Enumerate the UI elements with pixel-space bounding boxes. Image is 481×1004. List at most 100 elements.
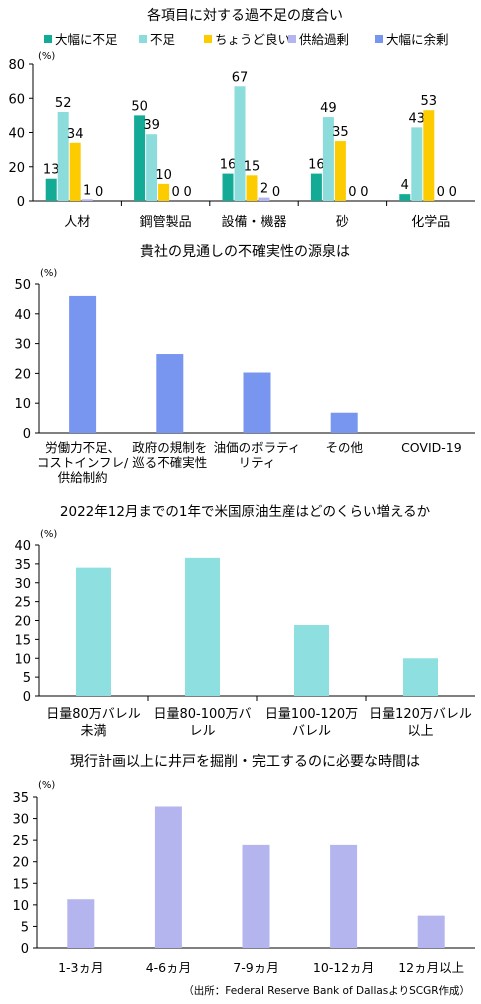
chart-2-plot: 0 10 20 30 40 50 労働力不足、コストインフレ/供給制約政府の規制を巡る不確実…	[14, 278, 475, 485]
chart-1-data-label: 16	[308, 158, 325, 173]
chart-4-y-tick-label: 20	[12, 856, 29, 871]
chart-2-category-label: 政府の規制を巡る不確実性	[132, 440, 207, 470]
chart-1-legend-label: 大幅に不足	[55, 32, 118, 47]
chart-4-y-tick-label: 25	[12, 834, 29, 849]
chart-4-bar	[154, 806, 182, 948]
chart-1-data-label: 0	[348, 185, 356, 200]
chart-3-y-tick-label: 40	[14, 539, 31, 554]
chart-2-title: 貴社の見通しの不確実性の源泉は	[140, 243, 350, 260]
chart-4-y-tick-label: 30	[12, 813, 29, 828]
chart-3-category-label: 日量80-100万バレル	[153, 707, 251, 739]
chart-4-category-label: 12ヵ月以上	[398, 960, 464, 975]
chart-1-y-tick-label: 0	[17, 195, 25, 210]
chart-1-category-label: 人材	[64, 215, 90, 230]
chart-3-category-label: 日量120万バレル以上	[369, 707, 472, 739]
chart-1-data-label: 52	[55, 96, 72, 111]
chart-1-data-label: 15	[244, 159, 261, 174]
chart-2-bar	[243, 372, 271, 433]
chart-3-bar	[185, 557, 220, 696]
chart-1-bar	[310, 173, 322, 201]
chart-1-bar	[322, 117, 334, 201]
chart-2-y-tick-label: 40	[14, 308, 31, 323]
chart-3-category-label: 日量80万バレル未満	[46, 707, 141, 739]
chart-1-legend-swatch	[44, 35, 52, 43]
chart-1-legend-label: 供給過剰	[299, 32, 349, 47]
chart-1-y-tick-label: 80	[8, 58, 25, 73]
chart-1-legend-swatch	[139, 35, 147, 43]
chart-1-bar	[134, 115, 146, 201]
chart-4-category-label: 4-6ヵ月	[146, 960, 191, 975]
chart-2-category-label: COVID-19	[401, 440, 462, 455]
chart-1-bar	[69, 142, 81, 201]
chart-1-legend-label: ちょうど良い	[215, 32, 290, 47]
chart-1-data-label: 4	[401, 178, 409, 193]
chart-1-data-label: 1	[83, 183, 91, 198]
chart-1-title: 各項目に対する過不足の度合い	[147, 8, 343, 24]
chart-4-y-tick-label: 15	[12, 877, 29, 892]
chart-1-bar	[146, 134, 158, 201]
chart-2-category-label: 油価のボラティリティ	[214, 440, 301, 470]
chart-2-y-tick-label: 50	[14, 278, 31, 293]
chart-1-bar	[334, 141, 346, 201]
chart-1-legend-swatch	[375, 35, 383, 43]
chart-1-data-label: 39	[143, 118, 160, 133]
chart-1-legend-label: 大幅に余剰	[386, 32, 449, 47]
chart-1-data-label: 43	[409, 111, 426, 126]
chart-1-category-label: 設備・機器	[221, 214, 286, 230]
chart-1-data-label: 49	[320, 101, 337, 116]
chart-1-bar	[258, 197, 270, 201]
chart-2: 貴社の見通しの不確実性の源泉は (%) 0 10 20 30 40 50 労働力不足、コスト…	[14, 243, 475, 485]
chart-4-bar	[67, 899, 95, 948]
chart-1-legend-swatch	[288, 35, 296, 43]
chart-1-data-label: 0	[437, 185, 445, 200]
chart-1-bar	[222, 173, 234, 201]
source-note: （出所：Federal Reserve Bank of DallasよりSCGR…	[183, 984, 470, 997]
chart-1-unit: (%)	[38, 51, 55, 62]
chart-3-category-label: 日量100-120万バレル	[265, 707, 358, 739]
chart-1-data-label: 13	[43, 163, 60, 178]
chart-1-data-label: 0	[183, 185, 191, 200]
chart-2-category-label: 労働力不足、コストインフレ/供給制約	[37, 440, 129, 485]
chart-1-y-tick-label: 40	[8, 127, 25, 142]
chart-1-data-label: 0	[171, 185, 179, 200]
chart-2-category-label: その他	[325, 440, 363, 455]
chart-3-y-tick-label: 5	[23, 671, 31, 686]
chart-3-bar	[294, 625, 329, 696]
chart-1-data-label: 35	[332, 125, 349, 140]
chart-3-bar	[76, 567, 111, 696]
chart-1-bar	[81, 199, 93, 201]
chart-1-legend-swatch	[204, 35, 212, 43]
chart-3-y-tick-label: 20	[14, 615, 31, 630]
chart-2-unit: (%)	[40, 268, 57, 279]
chart-1-bar	[246, 175, 258, 201]
chart-1-category-label: 鋼管製品	[140, 215, 192, 230]
chart-1-bar	[158, 183, 170, 201]
chart-4-y-tick-label: 5	[21, 920, 29, 935]
chart-3-title: 2022年12月までの1年で米国原油生産はどのくらい増えるか	[60, 504, 431, 520]
chart-2-y-tick-label: 0	[23, 427, 31, 442]
chart-4-title: 現行計画以上に井戸を掘削・完工するのに必要な時間は	[70, 754, 420, 770]
chart-1-category-label: 化学品	[411, 214, 450, 230]
chart-3-y-tick-label: 15	[14, 633, 31, 648]
chart-4-bar	[417, 915, 445, 948]
chart-2-y-tick-label: 30	[14, 338, 31, 353]
chart-2-y-tick-label: 20	[14, 367, 31, 382]
chart-1-legend-label: 不足	[150, 32, 176, 47]
chart-1: 各項目に対する過不足の度合い 大幅に不足 不足 ちょうど良い 供給過剰 大幅に余剰 (%…	[8, 8, 475, 230]
chart-3-unit: (%)	[40, 529, 57, 540]
chart-4-category-label: 7-9ヵ月	[233, 960, 278, 975]
chart-4-unit: (%)	[38, 780, 55, 791]
chart-1-bar	[234, 86, 246, 201]
chart-3-y-tick-label: 30	[14, 577, 31, 592]
chart-1-data-label: 0	[449, 185, 457, 200]
chart-1-data-label: 10	[155, 168, 172, 183]
chart-1-data-label: 50	[131, 99, 148, 114]
chart-4-y-tick-label: 0	[21, 942, 29, 957]
chart-1-data-label: 0	[360, 185, 368, 200]
chart-1-data-label: 0	[95, 185, 103, 200]
chart-1-data-label: 53	[421, 94, 438, 109]
chart-1-bar	[399, 194, 411, 201]
chart-4-category-label: 1-3ヵ月	[58, 960, 103, 975]
